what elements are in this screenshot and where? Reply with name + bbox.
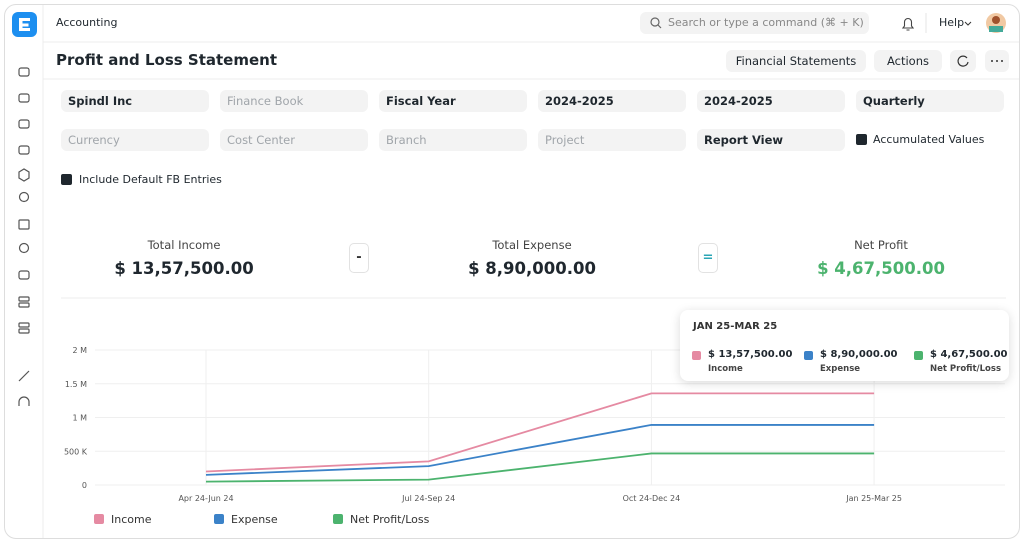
tooltip-swatch [914,351,923,360]
tooltip-value: $ 8,90,000.00 [820,349,898,360]
y-tick-label: 0 [82,481,87,490]
tooltip-name: Net Profit/Loss [930,364,1002,374]
tooltip-swatch [804,351,813,360]
legend-swatch [94,514,104,524]
summary-label: Total Expense [492,238,572,252]
filter-field[interactable]: Spindl Inc [61,90,209,112]
tooltip-name: Expense [820,364,861,374]
checkbox-label[interactable]: Accumulated Values [873,133,985,146]
y-tick-label: 1 M [72,414,87,423]
x-tick-label: Oct 24-Dec 24 [623,494,681,503]
filter-field[interactable]: Fiscal Year [379,90,527,112]
summary-label: Net Profit [854,238,908,252]
y-tick-label: 2 M [72,346,87,355]
chart: 0 500 K 1 M 1.5 M 2 M Apr 24-Jun 24 Jul 24-Sep… [64,346,1005,526]
checkbox[interactable] [61,174,72,185]
summary-value: $ 8,90,000.00 [468,259,596,278]
filter-field[interactable]: 2024-2025 [697,90,845,112]
operator: - [349,243,369,273]
filter-field[interactable]: Branch [379,129,527,151]
filter-field[interactable]: Currency [61,129,209,151]
summary-label: Total Income [147,238,221,252]
tooltip-value: $ 13,57,500.00 [708,349,793,360]
legend-swatch [214,514,224,524]
actions-button[interactable]: Actions [874,50,942,72]
y-tick-label: 500 K [64,447,88,456]
tooltip-title: JAN 25-MAR 25 [693,321,778,332]
filter-field[interactable]: Project [538,129,686,151]
series-line [205,392,875,473]
legend-label: Expense [231,513,278,526]
legend-label: Income [111,513,152,526]
y-tick-label: 1.5 M [65,380,87,389]
app-window: Accounting Search or type a command (⌘ +… [4,4,1020,539]
tooltip-swatch [692,351,701,360]
chrome [12,5,1019,538]
sidebar-icons[interactable] [18,67,30,406]
series-line [205,424,875,476]
refresh-button[interactable] [950,50,976,72]
bell[interactable] [901,17,915,31]
help-menu[interactable]: Help [939,16,965,29]
financial-statements-button[interactable]: Financial Statements [726,50,866,72]
tooltip-name: Income [708,364,743,374]
checkbox-label[interactable]: Include Default FB Entries [79,173,222,186]
filter-field[interactable]: Report View [697,129,845,151]
filter-field[interactable]: Cost Center [220,129,368,151]
tooltip-value: $ 4,67,500.00 [930,349,1008,360]
tooltip: JAN 25-MAR 25 $ 13,57,500.00 Income $ 8,90… [680,310,1009,381]
page-title: Profit and Loss Statement [56,51,278,69]
filter-field[interactable]: 2024-2025 [538,90,686,112]
x-tick-label: Jul 24-Sep 24 [401,494,455,503]
search-placeholder[interactable]: Search or type a command (⌘ + K) [668,16,864,29]
summary-value: $ 13,57,500.00 [114,259,254,278]
legend-label: Net Profit/Loss [350,513,430,526]
legend-swatch [333,514,343,524]
summary-value: $ 4,67,500.00 [817,259,945,278]
series-line [205,452,875,483]
x-tick-label: Apr 24-Jun 24 [178,494,233,503]
search-box[interactable] [640,12,869,34]
filter-field[interactable]: Finance Book [220,90,368,112]
operator: = [698,243,718,273]
x-tick-label: Jan 25-Mar 25 [845,494,902,503]
checkbox[interactable] [856,134,867,145]
filter-field[interactable]: Quarterly [856,90,1004,112]
breadcrumb[interactable]: Accounting [56,16,118,29]
